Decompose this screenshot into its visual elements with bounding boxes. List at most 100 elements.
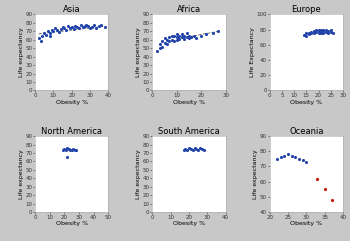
Point bbox=[313, 28, 319, 32]
Point bbox=[274, 157, 280, 161]
Point bbox=[326, 31, 331, 35]
Point bbox=[176, 34, 182, 38]
Point bbox=[326, 29, 331, 33]
Point bbox=[316, 31, 321, 35]
Point bbox=[181, 37, 187, 41]
Point bbox=[174, 38, 180, 42]
Point bbox=[300, 159, 306, 162]
Point bbox=[201, 148, 206, 152]
Point bbox=[76, 26, 82, 30]
Y-axis label: Life expectancy: Life expectancy bbox=[136, 149, 141, 199]
Y-axis label: Life expectancy: Life expectancy bbox=[136, 27, 141, 77]
Point bbox=[63, 148, 69, 152]
Point bbox=[308, 30, 314, 34]
Point bbox=[183, 147, 188, 151]
Point bbox=[98, 23, 104, 27]
Point bbox=[91, 24, 97, 27]
Point bbox=[186, 34, 192, 38]
Point bbox=[56, 30, 62, 34]
Point bbox=[162, 36, 167, 40]
Point bbox=[316, 29, 321, 33]
Point bbox=[318, 32, 324, 35]
Point bbox=[64, 155, 70, 159]
Point bbox=[54, 28, 60, 32]
Point bbox=[169, 34, 175, 38]
Point bbox=[66, 147, 71, 151]
Point bbox=[174, 35, 180, 39]
Point bbox=[323, 30, 329, 34]
Point bbox=[96, 24, 102, 28]
Point bbox=[303, 34, 309, 38]
Point bbox=[216, 29, 221, 33]
Point bbox=[167, 40, 172, 43]
Point bbox=[301, 33, 307, 37]
Point bbox=[41, 31, 47, 35]
Title: Africa: Africa bbox=[177, 5, 201, 14]
Point bbox=[159, 45, 165, 48]
Point bbox=[328, 30, 334, 34]
X-axis label: Obesity %: Obesity % bbox=[290, 221, 322, 226]
Point bbox=[186, 146, 192, 150]
Point bbox=[40, 34, 45, 38]
Point bbox=[184, 35, 189, 39]
Point bbox=[211, 31, 216, 35]
Point bbox=[82, 24, 87, 28]
Point bbox=[281, 154, 287, 158]
Point bbox=[197, 146, 203, 150]
Point bbox=[67, 26, 73, 30]
Point bbox=[87, 26, 93, 30]
Y-axis label: Life expectancy: Life expectancy bbox=[19, 27, 24, 77]
Point bbox=[62, 147, 67, 151]
Point bbox=[65, 24, 71, 28]
Point bbox=[74, 25, 80, 29]
Point bbox=[69, 148, 75, 152]
Point bbox=[69, 25, 75, 29]
Point bbox=[328, 28, 334, 32]
Point bbox=[186, 36, 192, 40]
Point bbox=[172, 40, 177, 43]
Y-axis label: Life expectancy: Life expectancy bbox=[253, 149, 259, 199]
Point bbox=[192, 146, 197, 150]
Point bbox=[321, 31, 326, 35]
Point bbox=[179, 35, 184, 39]
X-axis label: Obesity %: Obesity % bbox=[173, 100, 205, 105]
Point bbox=[195, 148, 201, 152]
Point bbox=[293, 155, 298, 159]
Point bbox=[316, 28, 321, 32]
Point bbox=[73, 148, 79, 152]
Point bbox=[330, 32, 336, 35]
Point bbox=[45, 29, 51, 33]
Point bbox=[93, 26, 98, 30]
Point bbox=[50, 29, 56, 33]
Point bbox=[318, 30, 324, 34]
Title: North America: North America bbox=[41, 127, 102, 136]
Point bbox=[80, 25, 85, 29]
Point bbox=[162, 41, 167, 45]
Point bbox=[78, 24, 84, 27]
Point bbox=[278, 155, 284, 159]
Y-axis label: Life expectancy: Life expectancy bbox=[19, 149, 24, 199]
Point bbox=[60, 148, 66, 152]
Point bbox=[322, 187, 328, 191]
Point bbox=[296, 157, 302, 161]
Point bbox=[199, 147, 205, 151]
Point bbox=[194, 147, 199, 151]
Point bbox=[85, 24, 91, 28]
Point bbox=[174, 32, 180, 36]
Point bbox=[38, 40, 43, 43]
Point bbox=[52, 26, 58, 30]
Point bbox=[179, 32, 184, 36]
Point bbox=[308, 32, 314, 35]
Point bbox=[184, 148, 190, 152]
Title: Europe: Europe bbox=[292, 5, 321, 14]
Point bbox=[72, 148, 77, 152]
Point bbox=[190, 148, 195, 152]
Point bbox=[58, 27, 63, 31]
Point bbox=[321, 29, 326, 33]
Point bbox=[184, 31, 189, 35]
Point bbox=[176, 37, 182, 41]
Y-axis label: Life Expectancy: Life Expectancy bbox=[250, 27, 255, 77]
Point bbox=[72, 24, 78, 28]
Point bbox=[194, 36, 199, 40]
Point bbox=[102, 25, 107, 29]
